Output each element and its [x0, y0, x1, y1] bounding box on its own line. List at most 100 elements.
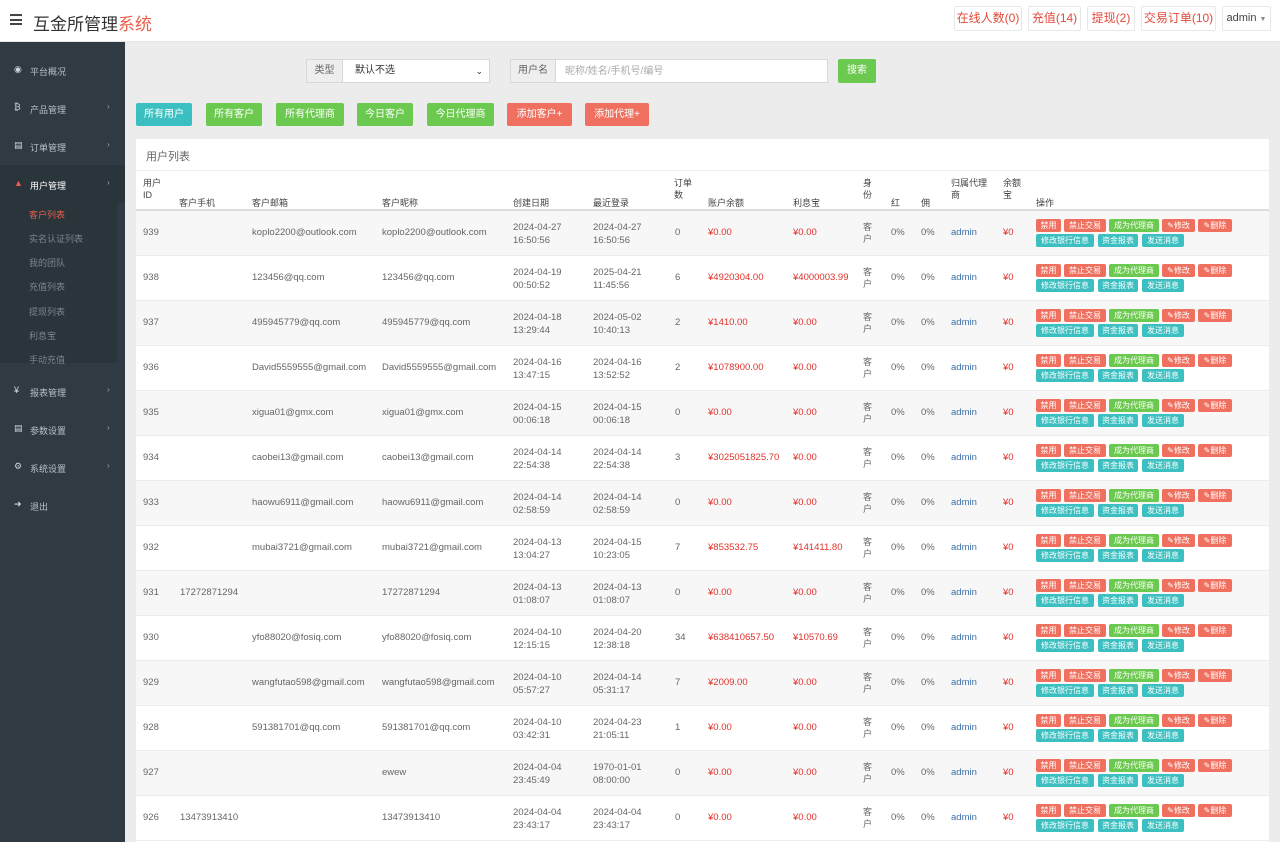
- sidebar-item-logout[interactable]: ➜ 退出: [0, 486, 125, 524]
- edit-button[interactable]: ✎修改: [1162, 804, 1195, 817]
- agent-link[interactable]: admin: [951, 677, 977, 688]
- agent-link[interactable]: admin: [951, 722, 977, 733]
- disable-button[interactable]: 禁用: [1036, 399, 1061, 412]
- today-agents-button[interactable]: 今日代理商: [427, 103, 494, 126]
- disable-button[interactable]: 禁用: [1036, 579, 1061, 592]
- agent-link[interactable]: admin: [951, 497, 977, 508]
- fund-report-button[interactable]: 资金报表: [1098, 774, 1138, 787]
- edit-button[interactable]: ✎修改: [1162, 579, 1195, 592]
- send-message-button[interactable]: 发送消息: [1142, 549, 1184, 562]
- add-customer-button[interactable]: 添加客户+: [507, 103, 572, 126]
- edit-bank-button[interactable]: 修改银行信息: [1036, 639, 1094, 652]
- make-agent-button[interactable]: 成为代理商: [1109, 399, 1159, 412]
- send-message-button[interactable]: 发送消息: [1142, 639, 1184, 652]
- fund-report-button[interactable]: 资金报表: [1098, 414, 1138, 427]
- make-agent-button[interactable]: 成为代理商: [1109, 579, 1159, 592]
- sidebar-item-products[interactable]: ₿ 产品管理 ›: [0, 89, 125, 127]
- submenu-item[interactable]: 客户列表: [29, 210, 66, 220]
- agent-link[interactable]: admin: [951, 317, 977, 328]
- trade-orders-button[interactable]: 交易订单(10): [1141, 6, 1216, 31]
- edit-bank-button[interactable]: 修改银行信息: [1036, 234, 1094, 247]
- agent-link[interactable]: admin: [951, 272, 977, 283]
- delete-button[interactable]: ✎删除: [1198, 534, 1232, 547]
- delete-button[interactable]: ✎删除: [1198, 669, 1232, 682]
- submenu-item[interactable]: 我的团队: [29, 258, 66, 268]
- edit-bank-button[interactable]: 修改银行信息: [1036, 459, 1094, 472]
- agent-link[interactable]: admin: [951, 632, 977, 643]
- fund-report-button[interactable]: 资金报表: [1098, 729, 1138, 742]
- disable-button[interactable]: 禁用: [1036, 264, 1061, 277]
- ban-trade-button[interactable]: 禁止交易: [1064, 804, 1106, 817]
- delete-button[interactable]: ✎删除: [1198, 264, 1232, 277]
- edit-bank-button[interactable]: 修改银行信息: [1036, 819, 1094, 832]
- edit-bank-button[interactable]: 修改银行信息: [1036, 504, 1094, 517]
- make-agent-button[interactable]: 成为代理商: [1109, 444, 1159, 457]
- disable-button[interactable]: 禁用: [1036, 444, 1061, 457]
- sidebar-item-params[interactable]: ▤ 参数设置 ›: [0, 410, 125, 448]
- delete-button[interactable]: ✎删除: [1198, 579, 1232, 592]
- disable-button[interactable]: 禁用: [1036, 804, 1061, 817]
- ban-trade-button[interactable]: 禁止交易: [1064, 624, 1106, 637]
- disable-button[interactable]: 禁用: [1036, 219, 1061, 232]
- delete-button[interactable]: ✎删除: [1198, 309, 1232, 322]
- delete-button[interactable]: ✎删除: [1198, 489, 1232, 502]
- disable-button[interactable]: 禁用: [1036, 714, 1061, 727]
- recharge-button[interactable]: 充值(14): [1028, 6, 1081, 31]
- fund-report-button[interactable]: 资金报表: [1098, 594, 1138, 607]
- ban-trade-button[interactable]: 禁止交易: [1064, 354, 1106, 367]
- edit-button[interactable]: ✎修改: [1162, 624, 1195, 637]
- agent-link[interactable]: admin: [951, 767, 977, 778]
- send-message-button[interactable]: 发送消息: [1142, 324, 1184, 337]
- submenu-item[interactable]: 利息宝: [29, 331, 57, 341]
- edit-button[interactable]: ✎修改: [1162, 354, 1195, 367]
- disable-button[interactable]: 禁用: [1036, 489, 1061, 502]
- send-message-button[interactable]: 发送消息: [1142, 774, 1184, 787]
- today-customers-button[interactable]: 今日客户: [357, 103, 413, 126]
- fund-report-button[interactable]: 资金报表: [1098, 549, 1138, 562]
- edit-bank-button[interactable]: 修改银行信息: [1036, 729, 1094, 742]
- make-agent-button[interactable]: 成为代理商: [1109, 309, 1159, 322]
- edit-button[interactable]: ✎修改: [1162, 444, 1195, 457]
- ban-trade-button[interactable]: 禁止交易: [1064, 759, 1106, 772]
- ban-trade-button[interactable]: 禁止交易: [1064, 534, 1106, 547]
- send-message-button[interactable]: 发送消息: [1142, 684, 1184, 697]
- edit-button[interactable]: ✎修改: [1162, 714, 1195, 727]
- fund-report-button[interactable]: 资金报表: [1098, 639, 1138, 652]
- fund-report-button[interactable]: 资金报表: [1098, 684, 1138, 697]
- agent-link[interactable]: admin: [951, 227, 977, 238]
- ban-trade-button[interactable]: 禁止交易: [1064, 444, 1106, 457]
- send-message-button[interactable]: 发送消息: [1142, 594, 1184, 607]
- submenu-item[interactable]: 实名认证列表: [29, 234, 84, 244]
- delete-button[interactable]: ✎删除: [1198, 219, 1232, 232]
- send-message-button[interactable]: 发送消息: [1142, 369, 1184, 382]
- all-users-button[interactable]: 所有用户: [136, 103, 192, 126]
- disable-button[interactable]: 禁用: [1036, 759, 1061, 772]
- edit-bank-button[interactable]: 修改银行信息: [1036, 369, 1094, 382]
- send-message-button[interactable]: 发送消息: [1142, 459, 1184, 472]
- delete-button[interactable]: ✎删除: [1198, 714, 1232, 727]
- ban-trade-button[interactable]: 禁止交易: [1064, 399, 1106, 412]
- edit-button[interactable]: ✎修改: [1162, 489, 1195, 502]
- admin-dropdown[interactable]: admin ▼: [1222, 6, 1271, 31]
- all-agents-button[interactable]: 所有代理商: [276, 103, 344, 126]
- submenu-item[interactable]: 提现列表: [29, 307, 66, 317]
- make-agent-button[interactable]: 成为代理商: [1109, 534, 1159, 547]
- disable-button[interactable]: 禁用: [1036, 534, 1061, 547]
- edit-bank-button[interactable]: 修改银行信息: [1036, 594, 1094, 607]
- send-message-button[interactable]: 发送消息: [1142, 504, 1184, 517]
- ban-trade-button[interactable]: 禁止交易: [1064, 219, 1106, 232]
- fund-report-button[interactable]: 资金报表: [1098, 459, 1138, 472]
- sidebar-item-dashboard[interactable]: ◉ 平台概况: [0, 51, 125, 89]
- sidebar-item-orders[interactable]: ▤ 订单管理 ›: [0, 127, 125, 165]
- fund-report-button[interactable]: 资金报表: [1098, 234, 1138, 247]
- edit-button[interactable]: ✎修改: [1162, 309, 1195, 322]
- ban-trade-button[interactable]: 禁止交易: [1064, 309, 1106, 322]
- make-agent-button[interactable]: 成为代理商: [1109, 219, 1159, 232]
- send-message-button[interactable]: 发送消息: [1142, 819, 1184, 832]
- agent-link[interactable]: admin: [951, 407, 977, 418]
- delete-button[interactable]: ✎删除: [1198, 354, 1232, 367]
- edit-bank-button[interactable]: 修改银行信息: [1036, 324, 1094, 337]
- edit-bank-button[interactable]: 修改银行信息: [1036, 684, 1094, 697]
- edit-bank-button[interactable]: 修改银行信息: [1036, 549, 1094, 562]
- fund-report-button[interactable]: 资金报表: [1098, 819, 1138, 832]
